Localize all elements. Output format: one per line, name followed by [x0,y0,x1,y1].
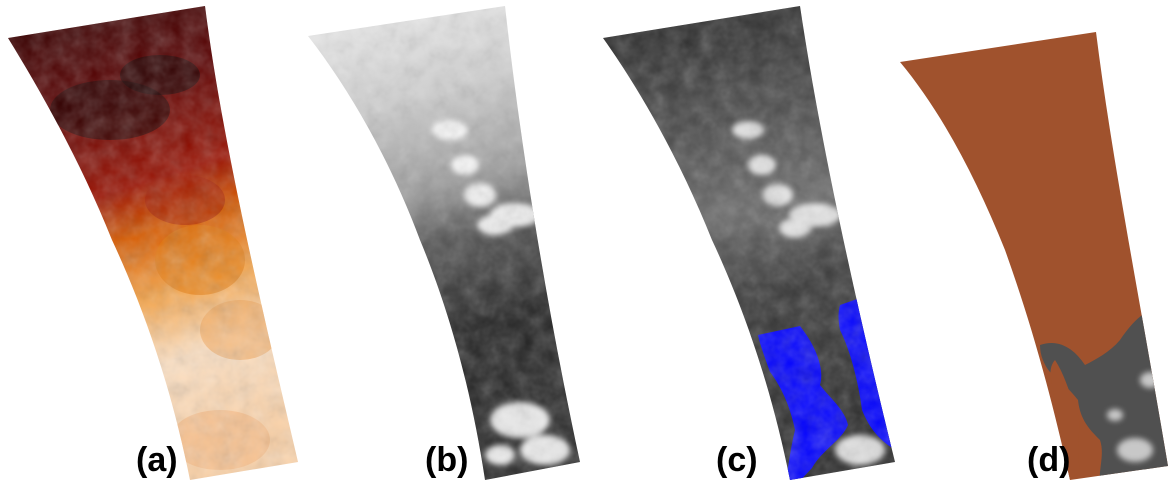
panel-a-label: (a) [136,441,178,479]
panel-a-image [8,6,298,480]
panel-b-image [308,6,580,480]
panel-d-image [900,32,1168,480]
panel-d: (d) [900,32,1168,480]
panel-c-label: (c) [716,441,758,479]
panel-d-label: (d) [1027,441,1070,479]
panel-a: (a) [8,6,298,480]
panel-c: (c) [603,6,895,480]
panel-b-label: (b) [425,441,468,479]
panel-c-image [603,6,895,480]
panel-b: (b) [308,6,580,480]
